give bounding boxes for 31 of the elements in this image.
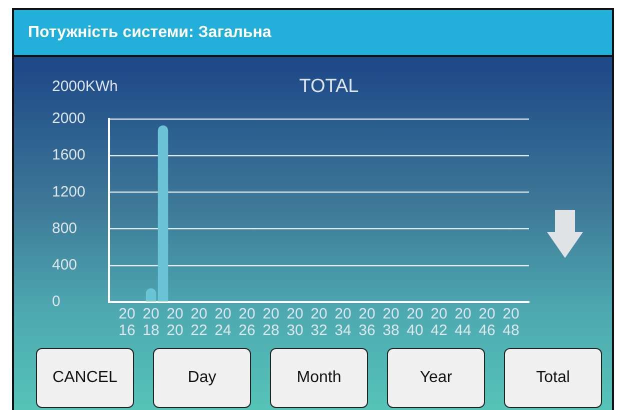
y-tick-label: 1200: [52, 183, 86, 200]
y-tick-label: 800: [52, 220, 78, 237]
y-tick-label: 0: [52, 293, 60, 310]
x-tick-label: 2030: [286, 305, 304, 339]
y-axis-title: 2000KWh: [52, 78, 118, 96]
x-tick-label: 2032: [310, 305, 328, 339]
x-tick-label: 2018: [142, 305, 160, 339]
x-tick-label: 2020: [166, 305, 184, 339]
text: Day: [153, 348, 251, 408]
x-tick-label: 2022: [190, 305, 208, 339]
x-tick-label: 2024: [214, 305, 232, 339]
x-tick-label: 2038: [382, 305, 400, 339]
x-tick-label: 2040: [406, 305, 424, 339]
x-tick-label: 2044: [454, 305, 472, 339]
x-tick-label: 2046: [478, 305, 496, 339]
x-tick-label: 2016: [118, 305, 136, 339]
x-tick-label: 2042: [430, 305, 448, 339]
chart-title: Потужність системи: Загальна: [14, 10, 612, 57]
text: CANCEL: [36, 348, 134, 408]
text: Month: [270, 348, 368, 408]
x-tick-label: 2026: [238, 305, 256, 339]
text: Total: [504, 348, 602, 408]
chart-subtitle: TOTAL: [299, 76, 359, 98]
text: Year: [387, 348, 485, 408]
y-tick-label: 1600: [52, 146, 86, 164]
y-tick-label: 2000: [52, 110, 86, 128]
x-tick-label: 2034: [334, 305, 352, 339]
x-tick-label: 2036: [358, 305, 376, 339]
x-tick-label: 2028: [262, 305, 280, 339]
y-tick-label: 400: [52, 256, 78, 274]
x-tick-label: 2048: [502, 305, 520, 339]
